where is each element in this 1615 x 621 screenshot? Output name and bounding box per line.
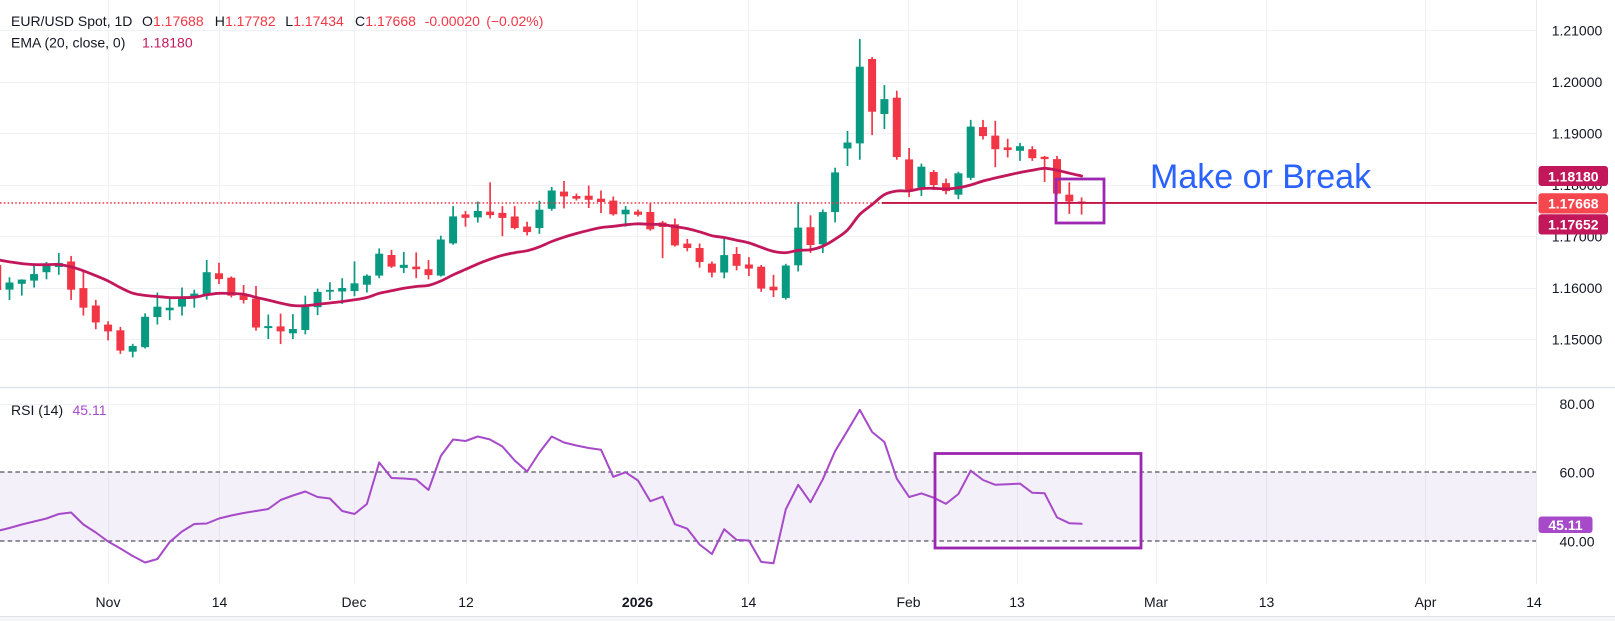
svg-text:Feb: Feb [896,594,920,610]
svg-text:80.00: 80.00 [1559,396,1594,412]
svg-text:40.00: 40.00 [1559,533,1594,549]
svg-text:C: C [355,13,365,29]
svg-text:Make or Break: Make or Break [1150,158,1372,196]
svg-text:13: 13 [1009,594,1025,610]
svg-text:14: 14 [741,594,757,610]
svg-text:1.17434: 1.17434 [293,13,344,29]
svg-text:EMA (20, close, 0): EMA (20, close, 0) [11,35,125,51]
svg-text:(−0.02%): (−0.02%) [486,13,543,29]
svg-text:1.17668: 1.17668 [365,13,416,29]
svg-text:14: 14 [1526,594,1542,610]
svg-text:1.18180: 1.18180 [1548,168,1599,184]
svg-text:14: 14 [212,594,228,610]
svg-text:1.19000: 1.19000 [1552,126,1603,142]
svg-text:1.17668: 1.17668 [1548,196,1599,212]
svg-text:Mar: Mar [1144,594,1168,610]
svg-text:O: O [142,13,153,29]
svg-text:-0.00020: -0.00020 [425,13,480,29]
svg-text:60.00: 60.00 [1559,464,1594,480]
svg-text:12: 12 [458,594,474,610]
svg-text:H: H [215,13,225,29]
svg-text:1.17652: 1.17652 [1548,217,1599,233]
svg-text:Dec: Dec [342,594,367,610]
svg-text:RSI (14): RSI (14) [11,402,63,418]
svg-text:1.16000: 1.16000 [1552,280,1603,296]
svg-text:1.17782: 1.17782 [225,13,276,29]
svg-text:1.17688: 1.17688 [153,13,204,29]
svg-text:1.21000: 1.21000 [1552,23,1603,39]
svg-text:1.15000: 1.15000 [1552,332,1603,348]
svg-text:2026: 2026 [622,594,653,610]
svg-text:L: L [285,13,293,29]
svg-text:1.20000: 1.20000 [1552,74,1603,90]
svg-text:13: 13 [1259,594,1275,610]
svg-text:45.11: 45.11 [73,402,107,418]
svg-text:Nov: Nov [96,594,121,610]
svg-text:45.11: 45.11 [1548,517,1582,533]
svg-text:EUR/USD Spot, 1D: EUR/USD Spot, 1D [11,13,132,29]
svg-text:1.18180: 1.18180 [142,35,193,51]
svg-text:Apr: Apr [1415,594,1437,610]
